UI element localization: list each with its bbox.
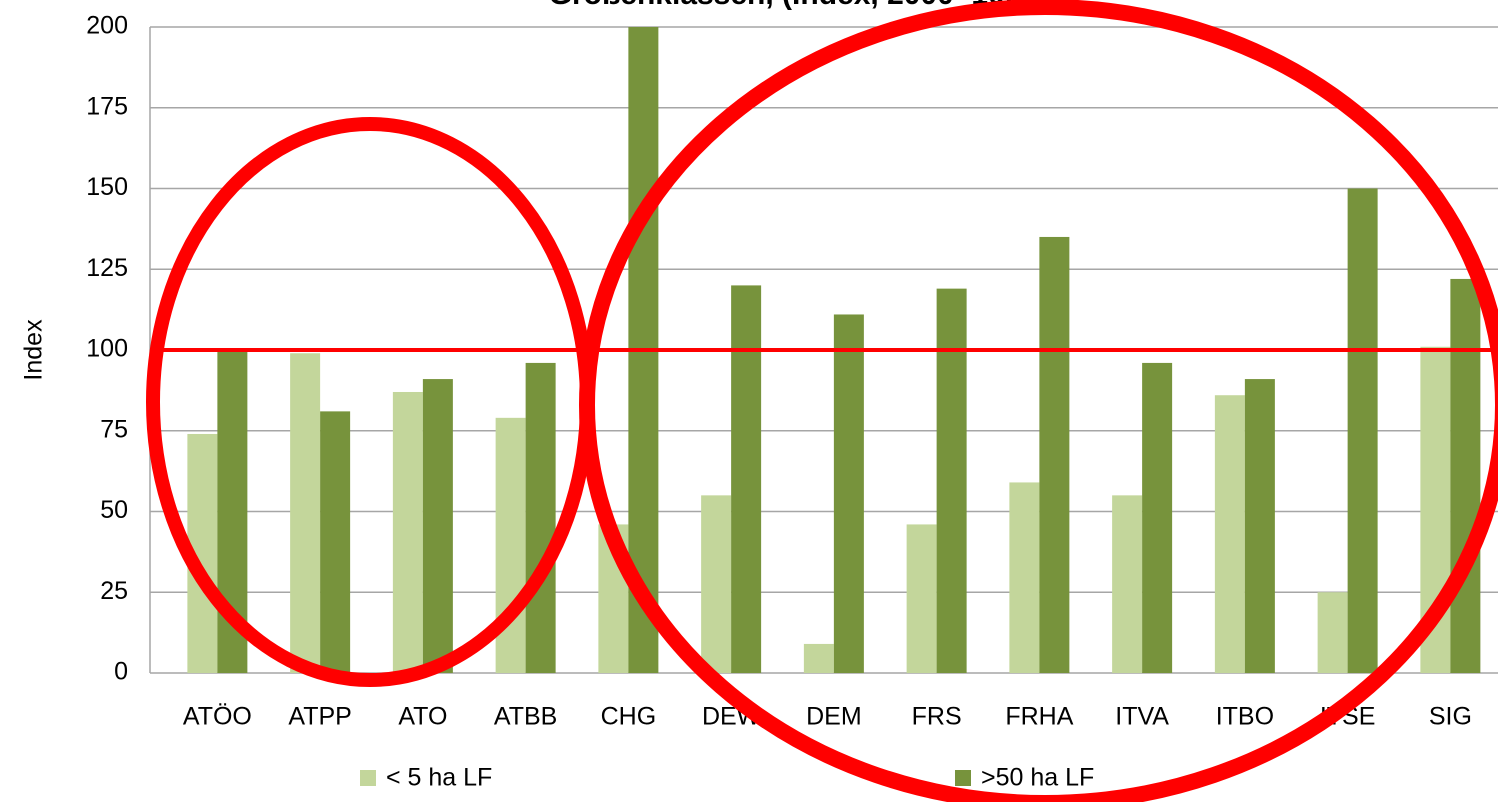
y-tick-label: 25 xyxy=(100,577,128,605)
legend-label: < 5 ha LF xyxy=(386,764,492,792)
bar xyxy=(1450,278,1481,673)
chart-title: Größenklassen, (Index, 2000=100) xyxy=(549,0,1032,11)
y-tick-label: 75 xyxy=(100,415,128,443)
x-tick-label: ITBO xyxy=(1216,703,1274,731)
bar xyxy=(833,314,864,673)
bar xyxy=(290,353,321,673)
y-tick-label: 200 xyxy=(86,12,128,40)
x-tick-label: ATPP xyxy=(288,703,351,731)
bar xyxy=(731,285,762,673)
bar xyxy=(495,417,526,673)
legend-swatch xyxy=(360,770,376,786)
bar xyxy=(525,362,556,673)
bar xyxy=(906,524,937,673)
bar xyxy=(1112,495,1143,673)
bar xyxy=(1214,395,1245,673)
bar xyxy=(422,379,453,673)
y-tick-label: 50 xyxy=(100,496,128,524)
bar xyxy=(701,495,732,673)
x-tick-label: DEM xyxy=(806,703,862,731)
y-axis-label: Index xyxy=(20,319,48,381)
x-tick-label: CHG xyxy=(601,703,657,731)
x-tick-label: ATÖO xyxy=(183,703,252,731)
bar xyxy=(1347,188,1378,673)
x-tick-label: ATO xyxy=(398,703,447,731)
bar xyxy=(1142,362,1173,673)
bar xyxy=(1039,236,1070,673)
bar xyxy=(1009,482,1040,673)
x-tick-label: ATBB xyxy=(494,703,557,731)
highlight-ellipse xyxy=(579,0,1498,802)
bar xyxy=(392,391,423,673)
bar xyxy=(1244,379,1275,673)
bar xyxy=(1317,592,1348,673)
legend-label: >50 ha LF xyxy=(981,764,1094,792)
plot-area: 0 25 50 75 100 125 150 175 200 ATÖO ATPP ATO ATBB CHG… xyxy=(86,12,1498,792)
x-tick-label: ITVA xyxy=(1115,703,1169,731)
y-tick-label: 150 xyxy=(86,173,128,201)
bar xyxy=(803,643,834,673)
x-tick-label: SIG xyxy=(1429,703,1472,731)
x-tick-label: FRHA xyxy=(1005,703,1073,731)
y-tick-label: 100 xyxy=(86,335,128,363)
bar xyxy=(320,411,351,673)
y-tick-label: 125 xyxy=(86,254,128,282)
y-tick-label: 0 xyxy=(114,658,128,686)
bar xyxy=(936,288,967,673)
legend-swatch xyxy=(955,770,971,786)
x-tick-label: FRS xyxy=(912,703,962,731)
y-tick-label: 175 xyxy=(86,92,128,120)
